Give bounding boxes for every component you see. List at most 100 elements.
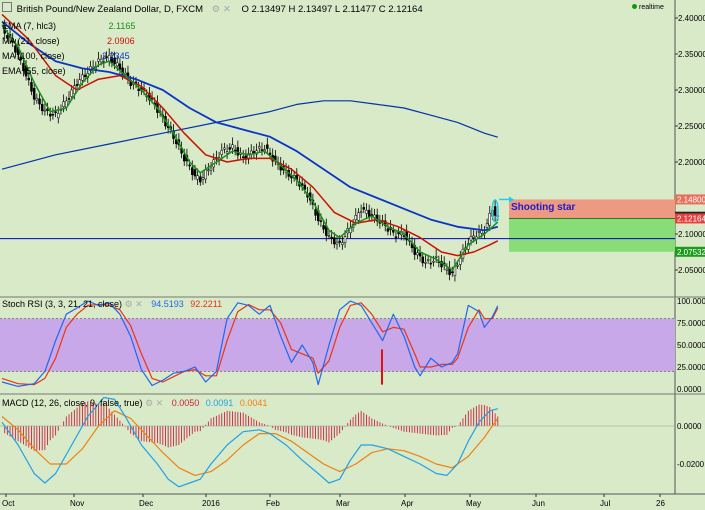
price-tag — [675, 194, 705, 205]
pattern-label: Shooting star — [511, 202, 576, 213]
candle-body — [359, 211, 363, 213]
stoch-legend[interactable]: Stoch RSI (3, 3, 21, 21, close) ⚙ ✕ 94.5… — [2, 299, 222, 310]
stoch-tick-label: 75.0000 — [677, 319, 705, 328]
candle-body — [32, 87, 36, 100]
candle-body — [38, 98, 41, 105]
stoch-layer — [0, 300, 675, 387]
macd-layer — [0, 396, 675, 488]
candle-body — [115, 62, 119, 67]
realtime-label: realtime — [639, 4, 664, 11]
candle-body — [493, 206, 497, 216]
time-tick-label: Dec — [139, 499, 153, 508]
candle-body — [357, 212, 360, 221]
candle-body — [432, 260, 435, 263]
candle-body — [51, 113, 55, 116]
candle-body — [27, 77, 31, 81]
candle-body — [97, 58, 100, 62]
candle-body — [105, 56, 108, 58]
candle-body — [67, 98, 71, 100]
price-tick-label: 2.05000 — [678, 266, 705, 275]
stoch-d-line — [1, 302, 499, 386]
legend-ma21[interactable]: MA (21, close) 2.0906 — [2, 36, 135, 46]
legend-ema7[interactable]: EMA (7, hlc3) 2.1165 — [2, 21, 136, 31]
candle-body — [303, 184, 307, 190]
macd-tick-label: -0.0200 — [677, 460, 705, 469]
stoch-label: Stoch RSI (3, 3, 21, 21, close) — [2, 299, 123, 309]
candle-body — [434, 256, 438, 258]
price-layer — [0, 13, 675, 282]
macd-signal-value: 0.0041 — [239, 398, 268, 408]
candle-body — [19, 56, 23, 61]
candle-body — [174, 139, 178, 145]
candle-body — [204, 169, 207, 180]
candle-body — [300, 183, 304, 186]
settings-icon[interactable]: ⚙ ✕ — [211, 4, 231, 15]
candle-body — [343, 236, 347, 243]
candle-body — [456, 264, 459, 267]
candle-body — [57, 113, 60, 119]
legend-ema55[interactable]: EMA (55, close) — [2, 66, 66, 76]
candle-body — [121, 67, 124, 75]
legend-ma100[interactable]: MA (100, close) 2.2345 — [2, 51, 130, 61]
price-tick-label: 2.40000 — [678, 14, 705, 23]
candle-body — [207, 169, 210, 172]
collapse-icon[interactable] — [2, 2, 12, 12]
ema55-line — [1, 20, 499, 232]
macd-line-value: 0.0091 — [205, 398, 234, 408]
stoch-tick-label: 100.0000 — [677, 297, 705, 306]
candle-body — [225, 151, 229, 154]
candle-body — [314, 209, 317, 216]
chart-title: British Pound/New Zealand Dollar, D, FXC… — [16, 4, 204, 15]
time-tick-label: Oct — [2, 499, 15, 508]
time-tick-label: Nov — [70, 499, 84, 508]
macd-hist-value: 0.0050 — [171, 398, 200, 408]
macd-label: MACD (12, 26, close, 9, false, true) — [2, 398, 143, 408]
macd-panel-bg — [0, 394, 675, 494]
candle-body — [191, 167, 194, 175]
axes-layer: 2.400002.350002.300002.250002.200002.150… — [2, 14, 705, 508]
candle-body — [472, 235, 475, 238]
candle-body — [426, 259, 430, 261]
candle-body — [386, 228, 390, 232]
candle-body — [48, 113, 52, 117]
candle-body — [418, 252, 422, 257]
candle-body — [469, 236, 473, 241]
candle-body — [247, 153, 250, 160]
stoch-band — [0, 318, 675, 372]
candle-body — [70, 89, 73, 97]
stoch-settings-icon[interactable]: ⚙ ✕ — [124, 299, 143, 309]
price-tick-label: 2.35000 — [678, 50, 705, 59]
candle-body — [341, 242, 344, 245]
macd-legend[interactable]: MACD (12, 26, close, 9, false, true) ⚙ ✕… — [2, 398, 267, 409]
candle-body — [394, 236, 398, 238]
stoch-tick-label: 50.0000 — [677, 341, 705, 350]
price-tick-label: 2.20000 — [678, 158, 705, 167]
shooting-star-marker — [491, 199, 499, 223]
candle-body — [236, 147, 240, 156]
price-tick-label: 2.10000 — [678, 230, 705, 239]
stoch-tick-label: 0.0000 — [677, 385, 702, 394]
price-tick-label: 2.25000 — [678, 122, 705, 131]
time-tick-label: 2016 — [202, 499, 220, 508]
candle-body — [201, 177, 205, 180]
candle-body — [266, 144, 269, 149]
candle-body — [193, 169, 197, 177]
price-tag-label: 2.12164 — [677, 214, 705, 223]
candle-body — [429, 262, 433, 265]
candle-body — [228, 147, 232, 150]
candle-body — [450, 271, 454, 274]
price-tag-label: 2.07532 — [677, 248, 705, 257]
time-tick-label: May — [466, 499, 481, 508]
candle-body — [182, 154, 186, 162]
candle-body — [81, 74, 84, 81]
candle-body — [196, 175, 199, 180]
macd-line — [1, 396, 498, 488]
candle-body — [137, 88, 140, 91]
candle-body — [118, 63, 122, 70]
ma21-line — [1, 13, 499, 257]
legend-ema7-value: 2.1165 — [108, 21, 136, 31]
macd-settings-icon[interactable]: ⚙ ✕ — [145, 398, 164, 408]
candle-body — [241, 156, 245, 159]
price-tag-label: 2.14800 — [677, 195, 705, 204]
